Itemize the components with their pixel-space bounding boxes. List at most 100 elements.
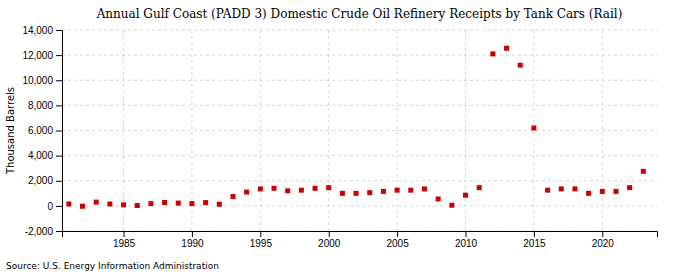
tick: 0 xyxy=(47,201,62,212)
point xyxy=(641,169,646,174)
tick: 8,000 xyxy=(28,100,62,111)
point xyxy=(340,191,345,196)
points xyxy=(66,46,645,209)
point xyxy=(313,186,318,191)
title: Annual Gulf Coast (PADD 3) Domestic Crud… xyxy=(96,7,623,21)
point xyxy=(627,185,632,190)
plot-area: 1985 1990 1995 2000 2005 2010 2015 2020 -2,000 0 2… xyxy=(22,25,657,249)
point xyxy=(107,201,112,206)
point xyxy=(490,51,495,56)
point xyxy=(326,185,331,190)
point xyxy=(135,203,140,208)
tick-mark xyxy=(56,206,62,207)
point xyxy=(354,191,359,196)
point xyxy=(94,200,99,205)
point xyxy=(613,189,618,194)
point xyxy=(545,188,550,193)
point xyxy=(148,201,153,206)
grid-line xyxy=(191,30,192,231)
y-axis: -2,00002,0004,0006,0008,00010,00012,0001… xyxy=(22,25,62,237)
tick: 14,000 xyxy=(22,25,62,36)
y-axis-label: Thousand Barrels xyxy=(5,87,16,175)
point xyxy=(600,189,605,194)
point xyxy=(272,186,277,191)
tick-mark xyxy=(56,55,62,56)
tick-mark xyxy=(56,156,62,157)
tick-label: 1985 xyxy=(113,238,136,249)
tick-mark xyxy=(466,231,467,237)
tick-mark xyxy=(56,131,62,132)
point xyxy=(504,46,509,51)
point xyxy=(559,186,564,191)
grid-line xyxy=(62,30,657,31)
point xyxy=(395,188,400,193)
tick: 2,000 xyxy=(28,175,62,186)
grid-line xyxy=(62,55,657,56)
tick-mark xyxy=(534,231,535,237)
tick: 1985 xyxy=(113,231,136,249)
point xyxy=(449,203,454,208)
tick-label: 14,000 xyxy=(22,25,53,36)
grid-line xyxy=(397,30,398,231)
tick-label: 2000 xyxy=(318,238,341,249)
tick-mark xyxy=(329,231,330,237)
tick: 2005 xyxy=(386,231,409,249)
point xyxy=(244,190,249,195)
point xyxy=(230,194,235,199)
tick-label: -2,000 xyxy=(25,226,54,237)
grid-line xyxy=(62,80,657,81)
tick-mark xyxy=(192,231,193,237)
tick-mark xyxy=(602,231,603,237)
grid-line xyxy=(62,155,657,156)
tick-label: 2010 xyxy=(455,238,478,249)
point xyxy=(162,200,167,205)
tick-label: 2015 xyxy=(523,238,546,249)
tick-label: 8,000 xyxy=(28,100,53,111)
point xyxy=(408,188,413,193)
point xyxy=(121,202,126,207)
tick: 2000 xyxy=(318,231,341,249)
point xyxy=(367,190,372,195)
tick: 4,000 xyxy=(28,150,62,161)
source: Source: U.S. Energy Information Administ… xyxy=(6,261,219,271)
tick-mark xyxy=(124,231,125,237)
point xyxy=(436,196,441,201)
point xyxy=(422,186,427,191)
tick-mark xyxy=(56,105,62,106)
point xyxy=(285,188,290,193)
tick-label: 1990 xyxy=(181,238,204,249)
tick-label: 6,000 xyxy=(28,125,53,136)
tick: 2015 xyxy=(523,231,546,249)
tick-label: 4,000 xyxy=(28,150,53,161)
tick-mark xyxy=(397,231,398,237)
tick-mark xyxy=(56,231,62,232)
tick-label: 12,000 xyxy=(22,50,53,61)
point xyxy=(299,188,304,193)
point xyxy=(518,63,523,68)
tick: -2,000 xyxy=(25,226,62,237)
point xyxy=(586,191,591,196)
grid xyxy=(62,30,657,231)
point xyxy=(463,193,468,198)
grid-line xyxy=(62,105,657,106)
point xyxy=(531,125,536,130)
tick: 6,000 xyxy=(28,125,62,136)
tick-label: 2005 xyxy=(386,238,409,249)
grid-line xyxy=(465,30,466,231)
grid-line xyxy=(602,30,603,231)
chart: 1985 1990 1995 2000 2005 2010 2015 2020 -2,000 0 2… xyxy=(0,0,675,275)
tick-mark xyxy=(56,30,62,31)
grid-line xyxy=(123,30,124,231)
grid-line xyxy=(328,30,329,231)
grid-line xyxy=(62,180,657,181)
tick: 1995 xyxy=(250,231,273,249)
tick: 2020 xyxy=(592,231,615,249)
tick: 2010 xyxy=(455,231,478,249)
x-axis: 1985 1990 1995 2000 2005 2010 2015 2020 xyxy=(63,231,658,249)
point xyxy=(80,204,85,209)
point xyxy=(189,201,194,206)
tick-label: 2,000 xyxy=(28,175,53,186)
tick-label: 1995 xyxy=(250,238,273,249)
point xyxy=(572,186,577,191)
point xyxy=(66,201,71,206)
